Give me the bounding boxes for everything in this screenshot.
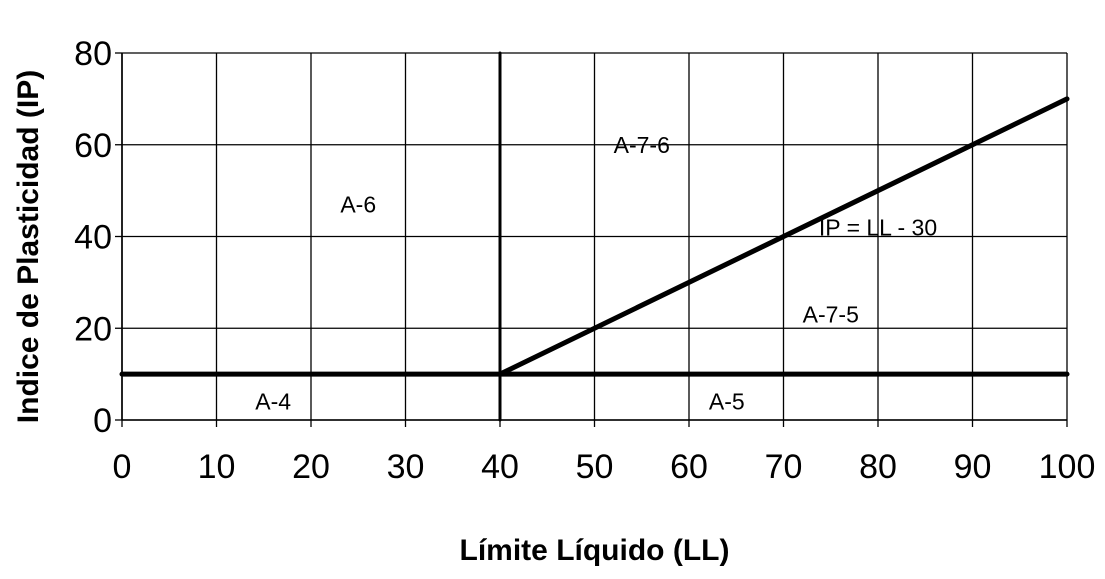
x-tick-label: 60 [670, 448, 708, 486]
x-tick-label: 50 [576, 448, 614, 486]
equation-annotation: IP = LL - 30 [819, 214, 937, 240]
y-axis-title: Indice de Plasticidad (IP) [12, 70, 45, 423]
x-tick-label: 20 [292, 448, 330, 486]
y-tick-label: 60 [74, 127, 112, 165]
y-tick-label: 0 [93, 402, 112, 440]
x-tick-label: 80 [859, 448, 897, 486]
x-tick-label: 30 [387, 448, 425, 486]
region-label: A-5 [709, 389, 745, 415]
y-tick-label: 80 [74, 35, 112, 73]
x-tick-label: 0 [113, 448, 132, 486]
boundary-lines [119, 51, 1070, 422]
region-label: A-7-6 [614, 132, 670, 158]
ip-ll-30-line [497, 96, 1070, 377]
region-labels: A-4 A-5 A-6 A-7-6 A-7-5 IP = LL - 30 [255, 132, 937, 415]
y-tick-label: 40 [74, 219, 112, 257]
x-tick-label: 90 [954, 448, 992, 486]
tick-labels: 0 10 20 30 40 50 60 70 80 90 100 0 20 40 60 80 [74, 35, 1095, 486]
x-tick-label: 10 [198, 448, 236, 486]
x-tick-label: 40 [481, 448, 519, 486]
x-tick-label: 70 [765, 448, 803, 486]
x-axis-title: Límite Líquido (LL) [460, 534, 730, 567]
y-tick-label: 20 [74, 310, 112, 348]
x-tick-label: 100 [1039, 448, 1096, 486]
region-label: A-4 [255, 389, 291, 415]
region-label: A-7-5 [803, 301, 859, 327]
region-label: A-6 [340, 191, 376, 217]
axes [115, 52, 1068, 427]
